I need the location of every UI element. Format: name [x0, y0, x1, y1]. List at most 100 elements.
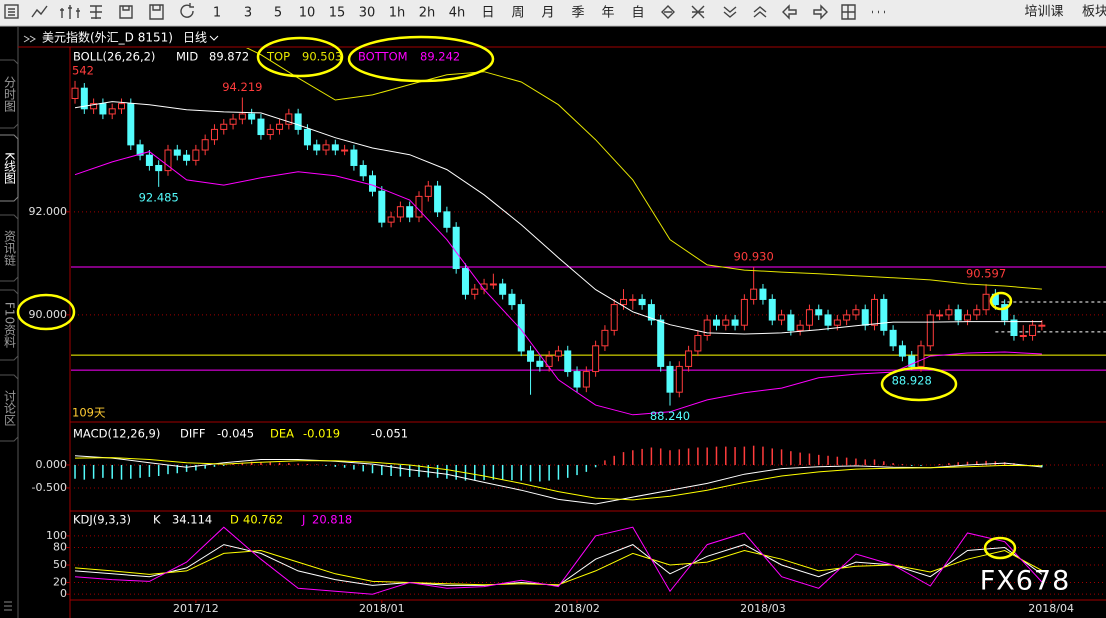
price-annotation: 88.240 — [650, 409, 690, 423]
period-button[interactable]: 30 — [359, 6, 376, 21]
period-button[interactable]: 4h — [449, 6, 466, 21]
icon-list[interactable] — [4, 4, 19, 19]
candle-body — [657, 319, 665, 367]
indicator-name: BOLL(26,26,2) — [73, 50, 155, 64]
candle-body — [564, 350, 572, 373]
candle-body — [871, 298, 879, 326]
candle-body — [703, 319, 711, 337]
sidebar-tab-label[interactable]: K线图 — [3, 152, 17, 184]
period-button[interactable]: 月 — [541, 6, 554, 21]
sidebar-tab-label[interactable]: F10资料 — [3, 302, 17, 348]
icon-refresh[interactable] — [180, 3, 194, 18]
toolbar-link[interactable]: 板块 — [1082, 5, 1106, 20]
plots: 92.000 90.000 BOLL(26,26,2) MID 89.872 TOP 90.… — [29, 48, 1106, 615]
indicator-line — [74, 526, 1043, 595]
icon-grid[interactable] — [119, 5, 133, 19]
highlight — [880, 366, 958, 402]
candle-body — [229, 118, 237, 125]
legend-value: 89.872 — [209, 50, 249, 64]
candle-body — [573, 371, 581, 388]
candle-body — [694, 335, 702, 352]
candle-body — [1029, 324, 1037, 337]
candle-body — [815, 309, 823, 316]
candle-body — [740, 298, 748, 326]
y-tick-label: 100 — [46, 529, 67, 542]
candle-body — [108, 108, 116, 115]
candle-body — [276, 123, 284, 130]
candle-body — [620, 298, 628, 306]
candle-body — [666, 365, 674, 393]
candle-body — [210, 128, 218, 141]
period-button[interactable]: 1h — [389, 6, 406, 21]
legend-value: -0.045 — [217, 427, 254, 441]
price-annotation: 90.597 — [966, 267, 1006, 281]
icon-line[interactable] — [31, 5, 48, 18]
candle-body — [861, 309, 869, 326]
indicator-line — [74, 549, 1043, 586]
candle-body — [294, 113, 302, 130]
period-button[interactable]: 2h — [419, 6, 436, 21]
period-button[interactable]: 年 — [601, 6, 614, 21]
sidebar-tab — [0, 374, 19, 442]
candle-body — [461, 268, 469, 295]
candle-body — [545, 355, 553, 367]
candle-body — [759, 288, 767, 300]
sidebar-menu[interactable] — [4, 601, 12, 611]
legend-value: -0.019 — [303, 427, 340, 441]
icon-edit[interactable] — [90, 5, 102, 19]
icon-left[interactable] — [782, 4, 797, 20]
indicator-name: MACD(12,26,9) — [73, 427, 160, 441]
sidebar-tab-active — [0, 134, 19, 202]
candle-body — [508, 293, 516, 306]
icon-right[interactable] — [813, 4, 828, 20]
highlights — [16, 35, 1017, 560]
period-button[interactable]: 1 — [213, 6, 221, 21]
icon-layout[interactable] — [841, 4, 856, 20]
icon-save[interactable] — [149, 4, 164, 20]
sidebar-tab — [0, 59, 19, 129]
indicator-line — [245, 48, 1042, 290]
candle-body — [99, 103, 107, 115]
highlight — [989, 291, 1013, 311]
icon-kline[interactable] — [60, 5, 80, 19]
sidebar-tab-label[interactable]: 讨论区 — [3, 390, 17, 426]
sidebar-tab-label[interactable]: 分时图 — [3, 76, 17, 112]
candle-body — [434, 185, 442, 213]
icon-list-lines — [8, 8, 15, 16]
period-button[interactable]: 季 — [571, 6, 584, 21]
candle-body — [973, 309, 981, 316]
period-dropdown[interactable] — [209, 35, 219, 41]
period-button[interactable]: 10 — [299, 6, 316, 21]
instrument-name: 美元指数(外汇_D 8151) — [42, 30, 173, 45]
indicator-line — [74, 457, 1042, 501]
period-button[interactable]: 3 — [244, 6, 252, 21]
period-button[interactable]: 自 — [631, 6, 644, 21]
icon-cross[interactable] — [691, 5, 705, 19]
candle-body — [387, 216, 395, 223]
candle-body — [582, 371, 590, 388]
sidebar-tab-label[interactable]: 资讯链 — [3, 230, 17, 266]
candle-body — [322, 144, 330, 151]
candle-body — [824, 314, 832, 326]
period-button[interactable]: 15 — [329, 6, 346, 21]
instrument-period[interactable]: 日线 — [183, 31, 207, 45]
candle-body — [685, 350, 693, 367]
period-button[interactable]: 日 — [481, 6, 494, 21]
candle-body — [945, 309, 953, 316]
icon-down[interactable] — [723, 6, 737, 18]
period-button[interactable]: 周 — [511, 6, 524, 21]
panel — [71, 48, 1106, 416]
legend-name: MID — [176, 50, 198, 64]
legend-value: 40.762 — [243, 513, 283, 527]
toolbar-link[interactable]: 培训课 — [1024, 4, 1063, 20]
candle-body — [145, 154, 153, 166]
y-tick-label: 80 — [53, 541, 67, 554]
candle-body — [118, 103, 126, 110]
candle-body — [499, 283, 507, 295]
icon-up[interactable] — [753, 6, 767, 18]
legend-name: K — [153, 513, 161, 527]
candle-body — [313, 144, 321, 151]
period-button[interactable]: 5 — [274, 6, 282, 21]
candle-body — [1001, 304, 1009, 321]
icon-diamond[interactable] — [661, 5, 675, 19]
